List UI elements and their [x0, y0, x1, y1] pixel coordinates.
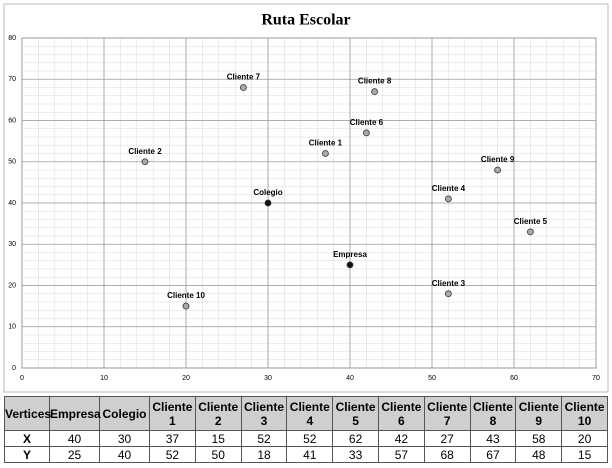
point-label: Cliente 9 — [481, 155, 515, 164]
point-label: Cliente 2 — [128, 147, 162, 156]
chart-title: Ruta Escolar — [261, 12, 350, 29]
point — [182, 302, 190, 310]
y-tick-label: 80 — [8, 35, 16, 42]
point-label: Cliente 7 — [227, 73, 261, 82]
y-tick-label: 50 — [8, 159, 16, 166]
header-cell: Cliente 2 — [194, 396, 242, 431]
x-tick-label: 20 — [182, 375, 190, 382]
value-cell: 18 — [240, 446, 288, 463]
value-cell: 41 — [286, 446, 334, 463]
y-tick-label: 20 — [8, 282, 16, 289]
point — [371, 88, 379, 96]
point-label: Cliente 1 — [309, 139, 343, 148]
point-label: Cliente 4 — [432, 184, 466, 193]
header-cell: Cliente 6 — [377, 396, 425, 431]
value-cell: 30 — [99, 430, 150, 447]
point-label: Cliente 10 — [167, 291, 205, 300]
value-cell: 25 — [49, 446, 100, 463]
header-cell: Cliente 10 — [561, 396, 608, 431]
value-cell: 67 — [469, 446, 517, 463]
y-tick-label: 70 — [8, 76, 16, 83]
table-row: Y 25 40 52 50 18 41 33 57 68 67 48 15 — [4, 446, 608, 463]
y-tick-label: 60 — [8, 117, 16, 124]
point — [239, 84, 247, 91]
chart: Ruta Escolar 0 10 20 30 40 50 60 70 0 10 20 30 40 50 6… — [3, 3, 609, 393]
y-tick-label: 30 — [8, 241, 16, 248]
point-label: Colegio — [253, 188, 282, 197]
header-cell: Empresa — [49, 396, 101, 431]
point — [527, 228, 534, 236]
x-tick-label: 50 — [428, 375, 436, 382]
point — [444, 195, 452, 203]
header-cell: Cliente 4 — [286, 396, 334, 431]
value-cell: 27 — [423, 430, 471, 447]
x-tick-label: 10 — [100, 375, 108, 382]
value-cell: 33 — [332, 446, 379, 463]
value-cell: 62 — [332, 430, 379, 447]
value-cell: 20 — [561, 430, 608, 447]
value-cell: 37 — [149, 430, 196, 447]
value-cell: 52 — [149, 446, 196, 463]
header-cell: Cliente 8 — [469, 396, 517, 431]
header-row: Vertices Empresa Colegio Cliente 1 Cliente 2… — [4, 396, 608, 431]
row-label: X — [4, 430, 50, 447]
header-cell: Cliente 9 — [515, 396, 563, 431]
x-tick-label: 30 — [264, 375, 272, 382]
table-row: X 40 30 37 15 52 52 62 42 27 43 58 20 — [4, 430, 608, 447]
header-cell: Cliente 3 — [240, 396, 288, 431]
value-cell: 48 — [515, 446, 563, 463]
y-tick-label: 40 — [8, 200, 16, 207]
header-cell: Cliente 1 — [149, 396, 196, 431]
x-tick-label: 60 — [510, 375, 518, 382]
table-body: X 40 30 37 15 52 52 62 42 27 43 58 20 Y 25 40 52 50 18 41 33… — [4, 430, 608, 463]
value-cell: 52 — [240, 430, 288, 447]
point — [141, 158, 149, 166]
point-label: Cliente 3 — [432, 279, 466, 288]
value-cell: 42 — [377, 430, 425, 447]
value-cell: 57 — [377, 446, 425, 463]
x-tick-label: 70 — [592, 375, 600, 382]
point-label: Empresa — [333, 250, 367, 259]
header-cell: Cliente 7 — [423, 396, 471, 431]
corner-cell: Vertices — [4, 396, 51, 431]
point-label: Cliente 6 — [350, 118, 384, 127]
point — [494, 166, 502, 174]
point — [362, 129, 370, 137]
value-cell: 40 — [99, 446, 150, 463]
point — [264, 199, 272, 207]
value-cell: 52 — [286, 430, 334, 447]
value-cell: 68 — [423, 446, 471, 463]
value-cell: 43 — [469, 430, 517, 447]
value-cell: 15 — [194, 430, 242, 447]
data-table: Vertices Empresa Colegio Cliente 1 Cliente 2… — [4, 396, 608, 463]
x-tick-label: 0 — [20, 375, 24, 382]
row-label: Y — [4, 446, 50, 463]
y-tick-label: 10 — [8, 324, 16, 331]
value-cell: 58 — [515, 430, 563, 447]
x-tick-label: 40 — [346, 375, 354, 382]
value-cell: 15 — [561, 446, 608, 463]
value-cell: 50 — [194, 446, 242, 463]
point — [321, 150, 329, 157]
point-label: Cliente 5 — [514, 217, 548, 226]
point — [444, 290, 452, 298]
point — [346, 261, 354, 269]
y-tick-label: 0 — [12, 365, 16, 372]
header-cell: Colegio — [99, 396, 150, 431]
value-cell: 40 — [49, 430, 100, 447]
point-label: Cliente 8 — [358, 77, 392, 86]
header-cell: Cliente 5 — [332, 396, 379, 431]
